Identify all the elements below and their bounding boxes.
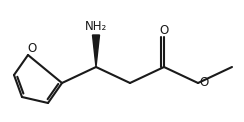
Text: NH₂: NH₂ [85, 20, 107, 34]
Text: O: O [159, 24, 169, 36]
Text: O: O [27, 41, 37, 55]
Polygon shape [92, 35, 100, 67]
Text: O: O [199, 76, 209, 90]
